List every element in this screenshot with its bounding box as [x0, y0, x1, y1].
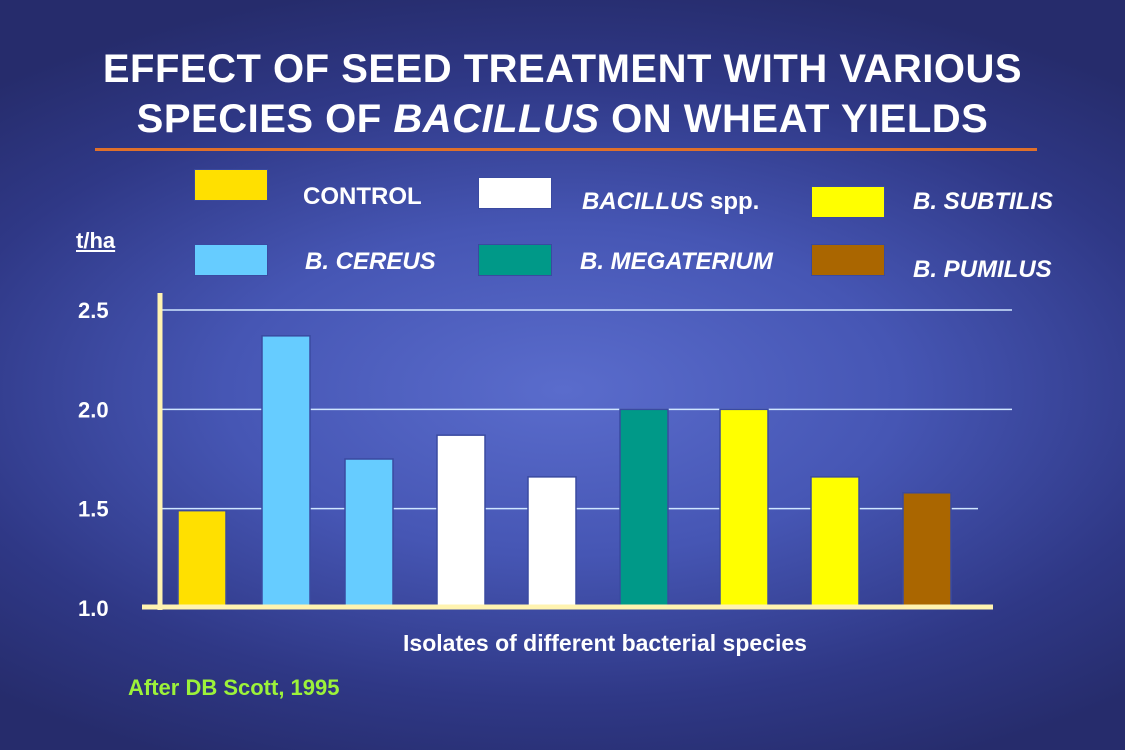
- legend-label-bacillus-italic: BACILLUS: [582, 188, 704, 215]
- legend-swatch-b-cereus: [194, 244, 268, 276]
- y-tick-label: 1.5: [78, 497, 109, 522]
- bar: [436, 434, 486, 609]
- chart-title-line-2: SPECIES OF BACILLUS ON WHEAT YIELDS: [20, 94, 1105, 144]
- title-text-post: ON WHEAT YIELDS: [599, 97, 989, 141]
- legend-swatch-bacillus-spp: [478, 177, 552, 209]
- legend-label-bacillus-spp-suffix: spp.: [703, 188, 760, 215]
- legend-swatch-b-subtilis: [811, 186, 885, 218]
- bar: [261, 335, 311, 609]
- x-axis-label: Isolates of different bacterial species: [403, 630, 807, 656]
- title-text-pre: SPECIES OF: [136, 97, 394, 141]
- bar: [527, 476, 577, 609]
- y-tick-label: 2.5: [78, 298, 109, 323]
- legend-label-b-cereus: B. CEREUS: [305, 248, 436, 275]
- bar: [719, 408, 769, 609]
- title-underline: [95, 148, 1037, 151]
- bar: [619, 408, 669, 609]
- chart-title-line-1: EFFECT OF SEED TREATMENT WITH VARIOUS: [102, 47, 1023, 91]
- legend-label-b-subtilis: B. SUBTILIS: [913, 188, 1054, 215]
- bar: [810, 476, 860, 609]
- y-tick-label: 2.0: [78, 397, 109, 422]
- y-tick-label: 1.0: [78, 596, 109, 621]
- legend-swatch-b-megaterium: [478, 244, 552, 276]
- legend-label-b-pumilus: B. PUMILUS: [913, 256, 1052, 283]
- legend-swatch-control: [194, 169, 268, 201]
- legend-swatch-b-pumilus: [811, 244, 885, 276]
- source-citation: After DB Scott, 1995: [128, 675, 340, 700]
- legend-label-control: CONTROL: [303, 183, 422, 210]
- legend-label-bacillus-spp: BACILLUS spp.: [582, 188, 759, 216]
- bar: [177, 509, 227, 609]
- y-axis-unit-label: t/ha: [76, 228, 116, 253]
- legend-label-b-megaterium: B. MEGATERIUM: [580, 248, 773, 275]
- title-text-italic: BACILLUS: [393, 97, 600, 141]
- bar: [902, 492, 952, 609]
- bar: [344, 458, 394, 609]
